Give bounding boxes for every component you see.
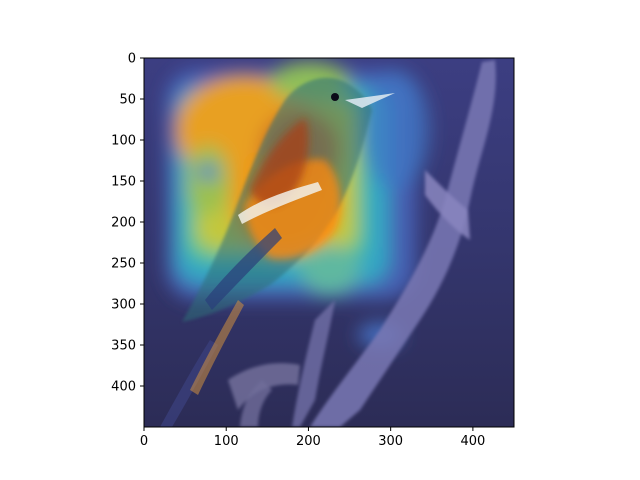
- branch: [228, 60, 496, 427]
- y-tick-label: 150: [111, 175, 136, 190]
- y-tick-label: 350: [111, 339, 136, 354]
- y-tick-label: 200: [111, 216, 136, 231]
- y-tick-label: 100: [111, 134, 136, 149]
- y-axis: 0 50 100 150 200 250 300 350 400: [111, 52, 144, 395]
- x-tick-label: 0: [140, 434, 148, 449]
- image-area: [144, 58, 514, 427]
- x-tick-label: 100: [214, 434, 239, 449]
- x-tick-label: 400: [460, 434, 485, 449]
- x-tick-label: 200: [296, 434, 321, 449]
- axes-frame: [143, 57, 515, 428]
- y-tick-label: 400: [111, 380, 136, 395]
- x-axis: 0 100 200 300 400: [140, 427, 485, 449]
- y-tick-label: 0: [128, 52, 136, 67]
- y-tick-label: 50: [119, 93, 136, 108]
- bird: [160, 77, 395, 427]
- y-tick-label: 300: [111, 298, 136, 313]
- y-tick-label: 250: [111, 257, 136, 272]
- x-tick-label: 300: [378, 434, 403, 449]
